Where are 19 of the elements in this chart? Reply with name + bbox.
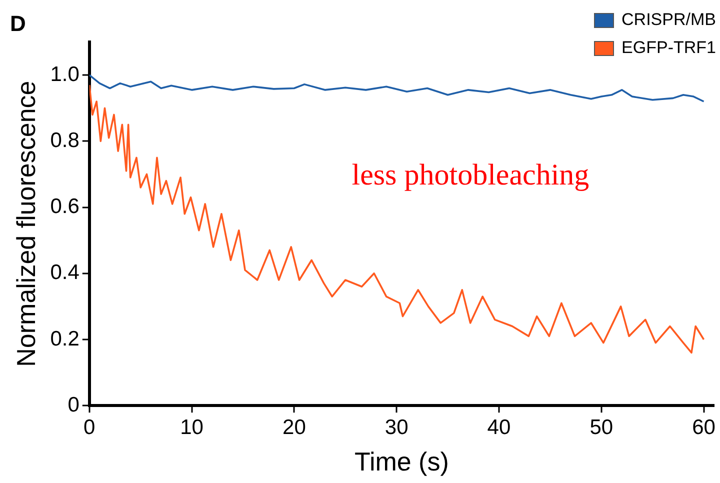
- annotation: less photobleaching: [352, 158, 590, 192]
- y-tick-label: 0.2: [50, 327, 80, 350]
- y-axis-title: Normalized fluorescence: [10, 80, 41, 367]
- x-tick-label: 0: [84, 416, 96, 439]
- chart-title: D: [10, 11, 26, 36]
- y-tick-label: 0.6: [50, 195, 80, 218]
- y-tick-label: 0: [68, 393, 80, 416]
- legend-label: EGFP-TRF1: [622, 38, 716, 58]
- x-tick-label: 10: [180, 416, 204, 439]
- x-tick-label: 50: [590, 416, 614, 439]
- y-tick-label: 0.8: [50, 128, 80, 152]
- x-tick-label: 60: [692, 416, 716, 439]
- x-tick-label: 30: [384, 416, 408, 439]
- x-axis-title: Time (s): [354, 446, 449, 477]
- x-tick-label: 20: [282, 416, 306, 439]
- y-tick-label: 1.0: [50, 62, 80, 86]
- y-tick-label: 0.4: [50, 261, 80, 284]
- x-tick-label: 40: [487, 416, 511, 439]
- legend-label: CRISPR/MB: [622, 10, 716, 30]
